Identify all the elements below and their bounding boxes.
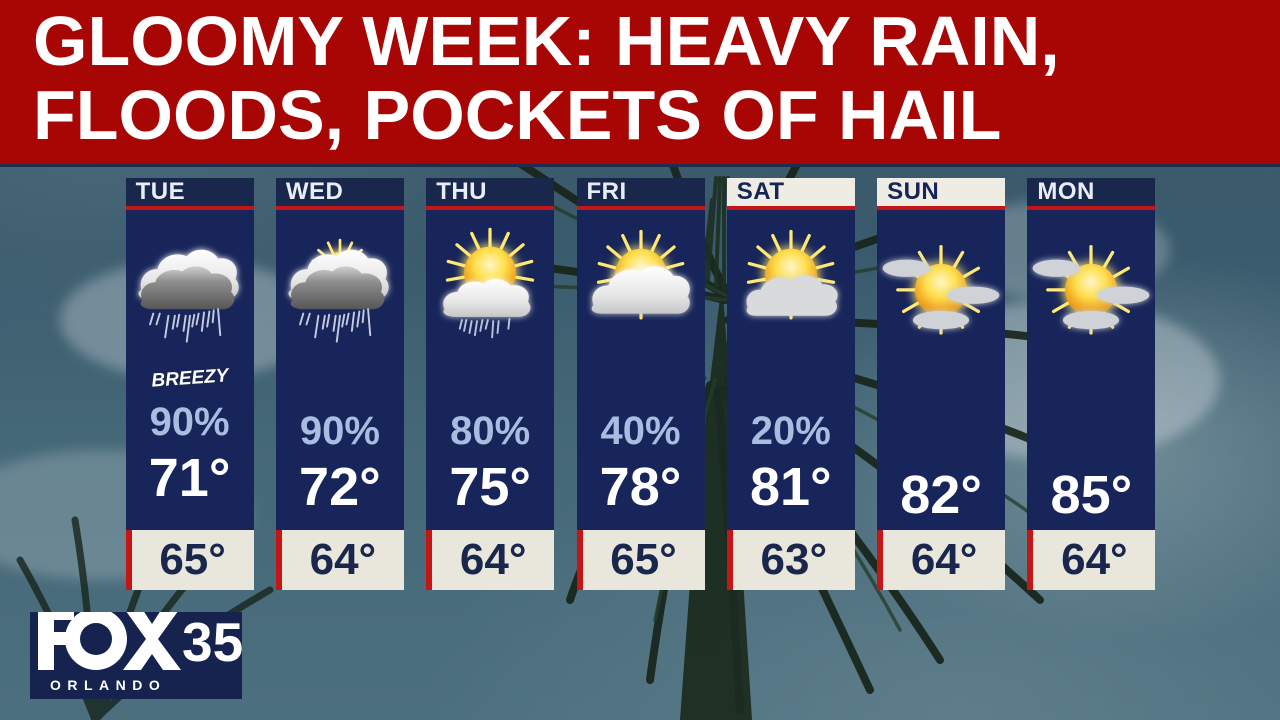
svg-text:35: 35 — [182, 612, 242, 673]
svg-text:ORLANDO: ORLANDO — [50, 677, 166, 693]
